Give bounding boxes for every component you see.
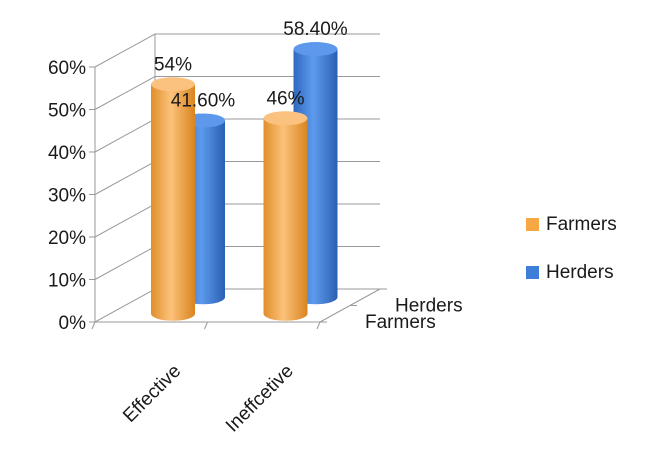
y-tick-label: 30% <box>48 186 86 207</box>
data-label: 54% <box>154 54 192 75</box>
y-tick-label: 20% <box>48 228 86 249</box>
bar-top <box>293 42 338 57</box>
legend-swatch <box>526 218 539 231</box>
legend: Farmers Herders <box>526 214 617 283</box>
bar-top <box>263 111 308 126</box>
category-label: Effective <box>119 361 185 427</box>
y-tick-label: 50% <box>48 101 86 122</box>
x-tick <box>316 321 321 330</box>
data-labels: 41.60% 58.40% 54% 46% <box>154 19 348 111</box>
y-tick-label: 10% <box>48 271 86 292</box>
y-axis-ticks: 0% 10% 20% 30% 40% 50% 60% <box>48 58 95 334</box>
legend-label: Farmers <box>546 214 617 235</box>
data-label: 58.40% <box>283 19 348 40</box>
y-tick-label: 40% <box>48 143 86 164</box>
bar-farmers-effective <box>151 77 195 321</box>
category-labels: Effective Ineffcetive <box>119 361 298 437</box>
y-tick-label: 0% <box>59 313 87 334</box>
data-label: 46% <box>266 88 304 109</box>
x-tick <box>91 321 96 330</box>
x-tick <box>204 321 208 330</box>
depth-label: Farmers <box>365 312 436 333</box>
bar-top <box>151 77 195 92</box>
bar-farmers-ineffcetive <box>263 111 308 321</box>
y-tick-label: 60% <box>48 58 86 79</box>
axes <box>91 34 387 330</box>
data-label: 41.60% <box>171 90 236 111</box>
depth-label: Herders <box>395 295 463 316</box>
legend-label: Herders <box>546 262 614 283</box>
legend-swatch <box>526 266 539 279</box>
category-label: Ineffcetive <box>222 361 298 437</box>
bars <box>151 42 338 321</box>
bar-body <box>263 118 308 321</box>
bar-body <box>151 84 195 321</box>
